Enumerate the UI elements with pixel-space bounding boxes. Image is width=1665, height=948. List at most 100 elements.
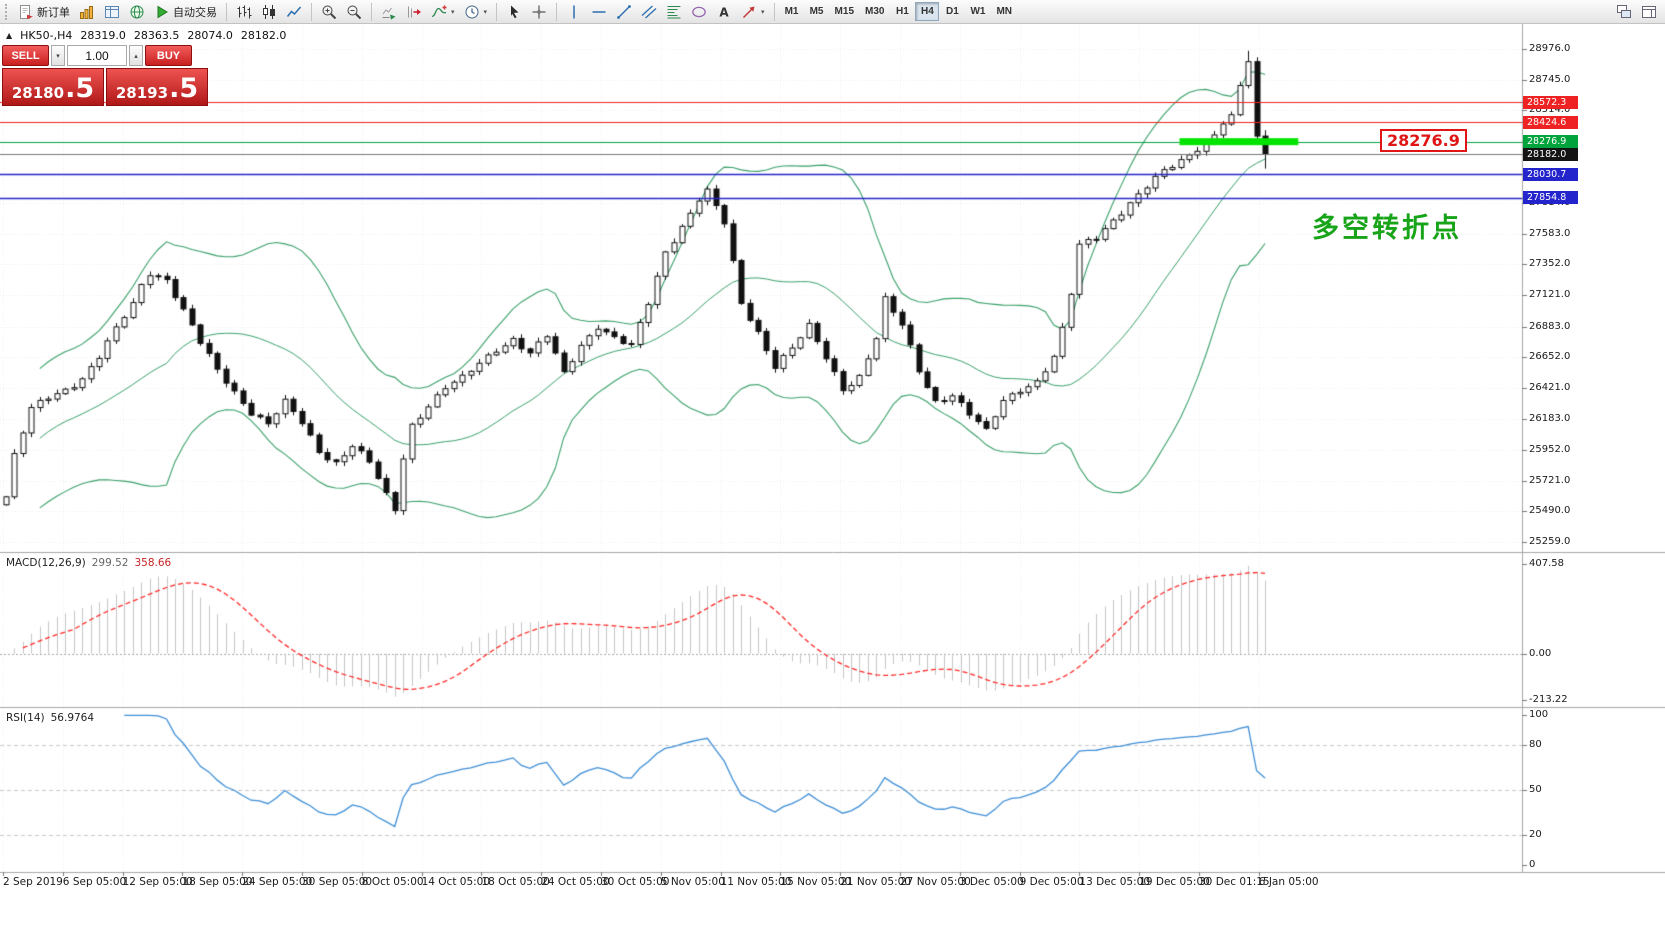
time-axis-label: 9 Dec 05:00 <box>1019 876 1084 888</box>
price-line-tag: 27854.8 <box>1523 191 1578 205</box>
volume-input[interactable] <box>67 45 127 66</box>
bar-chart-button[interactable] <box>232 2 256 22</box>
price-line-tag: 28424.6 <box>1523 115 1578 129</box>
auto-scroll-icon <box>381 4 397 20</box>
timeframe-m5-button[interactable]: M5 <box>805 2 829 21</box>
timeframe-m30-button[interactable]: M30 <box>860 2 889 21</box>
price-axis-tick: 28976.0 <box>1529 42 1571 54</box>
price-axis-tick: 26183.0 <box>1529 413 1571 425</box>
candlestick-chart-button[interactable] <box>257 2 281 22</box>
arrow-icon <box>741 4 757 20</box>
web-terminal-button[interactable] <box>125 2 149 22</box>
price-axis-tick: 25721.0 <box>1529 474 1571 486</box>
new-order-button[interactable]: 新订单 <box>14 2 74 22</box>
rsi-axis-tick: 80 <box>1529 739 1542 751</box>
macd-signal-value: 358.66 <box>134 557 172 569</box>
svg-text:A: A <box>719 5 729 19</box>
rsi-axis-tick: 100 <box>1529 709 1549 721</box>
shapes-button[interactable] <box>687 2 711 22</box>
macd-axis-tick: -213.22 <box>1529 694 1568 706</box>
price-axis-tick: 28514.0 <box>1529 104 1571 116</box>
chart-shift-button[interactable] <box>402 2 426 22</box>
time-axis-label: 30 Dec 01:15 <box>1199 876 1270 888</box>
volume-down-button[interactable]: ▾ <box>51 45 65 66</box>
toolbar: 新订单 自动交易 ▾ ▾ A ▾ M1 M5 M15 M30 H1 H4 D1 W1 MN <box>0 0 1665 24</box>
periods-button[interactable]: ▾ <box>460 2 492 22</box>
buy-button[interactable]: BUY <box>145 45 192 66</box>
macd-value: 299.52 <box>91 557 129 569</box>
timeframe-h4-button[interactable]: H4 <box>915 2 940 21</box>
market-watch-button[interactable] <box>100 2 124 22</box>
time-axis-label: 24 Oct 05:00 <box>541 876 610 888</box>
zoom-out-button[interactable] <box>342 2 366 22</box>
price-line-tag: 28276.9 <box>1523 135 1578 149</box>
equidistant-channel-button[interactable] <box>637 2 661 22</box>
new-order-icon <box>18 4 34 20</box>
crosshair-button[interactable] <box>527 2 551 22</box>
price-axis-tick: 27352.0 <box>1529 258 1571 270</box>
vertical-line-button[interactable] <box>562 2 586 22</box>
quote-high: 28363.5 <box>133 29 180 42</box>
chart-window-button[interactable] <box>75 2 99 22</box>
zoom-out-icon <box>346 4 362 20</box>
autotrading-button-label: 自动交易 <box>173 6 217 19</box>
hline-icon <box>591 4 607 20</box>
price-line-tag: 28572.3 <box>1523 95 1578 109</box>
price-axis-tick: 26652.0 <box>1529 351 1571 363</box>
gold-chart-icon <box>79 4 95 20</box>
toolbar-separator <box>496 2 498 21</box>
fibonacci-button[interactable] <box>662 2 686 22</box>
toolbar-separator <box>226 2 227 21</box>
line-chart-button[interactable] <box>282 2 306 22</box>
price-axis-tick: 28745.0 <box>1529 73 1571 85</box>
price-axis-tick: 26421.0 <box>1529 381 1571 393</box>
dropdown-caret-icon: ▾ <box>761 8 765 16</box>
shapes-icon <box>691 4 707 20</box>
time-axis-label: 6 Jan 05:00 <box>1258 876 1319 888</box>
sell-price-display[interactable]: 28180 .5 <box>2 68 104 106</box>
arrows-button[interactable]: ▾ <box>737 2 769 22</box>
trendline-button[interactable] <box>612 2 636 22</box>
timeframe-m1-button[interactable]: M1 <box>780 2 804 21</box>
timeframe-w1-button[interactable]: W1 <box>965 2 990 21</box>
sell-button[interactable]: SELL <box>2 45 49 66</box>
chart-symbol-period: HK50-,H4 <box>20 29 73 42</box>
time-axis-label: 19 Dec 05:00 <box>1139 876 1210 888</box>
time-axis-label: 18 Oct 05:00 <box>481 876 550 888</box>
price-callout-label[interactable]: 28276.9 <box>1380 129 1467 152</box>
time-axis-label: 24 Sep 05:00 <box>242 876 313 888</box>
timeframe-d1-button[interactable]: D1 <box>940 2 964 21</box>
time-axis-label: 6 Sep 05:00 <box>62 876 127 888</box>
time-axis-label: 8 Oct 05:00 <box>361 876 424 888</box>
candles-icon <box>261 4 277 20</box>
timeframe-m15-button[interactable]: M15 <box>830 2 859 21</box>
rsi-axis-tick: 0 <box>1529 858 1536 870</box>
volume-up-button[interactable]: ▴ <box>129 45 143 66</box>
price-axis-tick: 27121.0 <box>1529 289 1571 301</box>
time-axis-label: 5 Nov 05:00 <box>660 876 725 888</box>
timeframe-h1-button[interactable]: H1 <box>890 2 914 21</box>
annotation-text[interactable]: 多空转折点 <box>1312 213 1462 244</box>
quote-low: 28074.0 <box>187 29 233 42</box>
indicators-button[interactable]: ▾ <box>427 2 459 22</box>
new-chart-button[interactable] <box>1612 2 1636 22</box>
autotrading-button[interactable]: 自动交易 <box>150 2 221 22</box>
vline-icon <box>566 4 582 20</box>
trendline-icon <box>616 4 632 20</box>
clock-icon <box>464 4 480 20</box>
buy-price-display[interactable]: 28193 .5 <box>106 68 208 106</box>
auto-scroll-button[interactable] <box>377 2 401 22</box>
window-layout-button[interactable] <box>1637 2 1661 22</box>
time-axis-label: 14 Oct 05:00 <box>421 876 491 888</box>
zoom-in-icon <box>321 4 337 20</box>
zoom-in-button[interactable] <box>317 2 341 22</box>
text-label-button[interactable]: A <box>712 2 736 22</box>
buy-price-pips: .5 <box>169 73 199 105</box>
cursor-button[interactable] <box>502 2 526 22</box>
indicators-icon <box>431 4 447 20</box>
toolbar-separator <box>773 2 775 21</box>
globe-icon <box>129 4 145 20</box>
horizontal-line-button[interactable] <box>587 2 611 22</box>
timeframe-mn-button[interactable]: MN <box>991 2 1017 21</box>
